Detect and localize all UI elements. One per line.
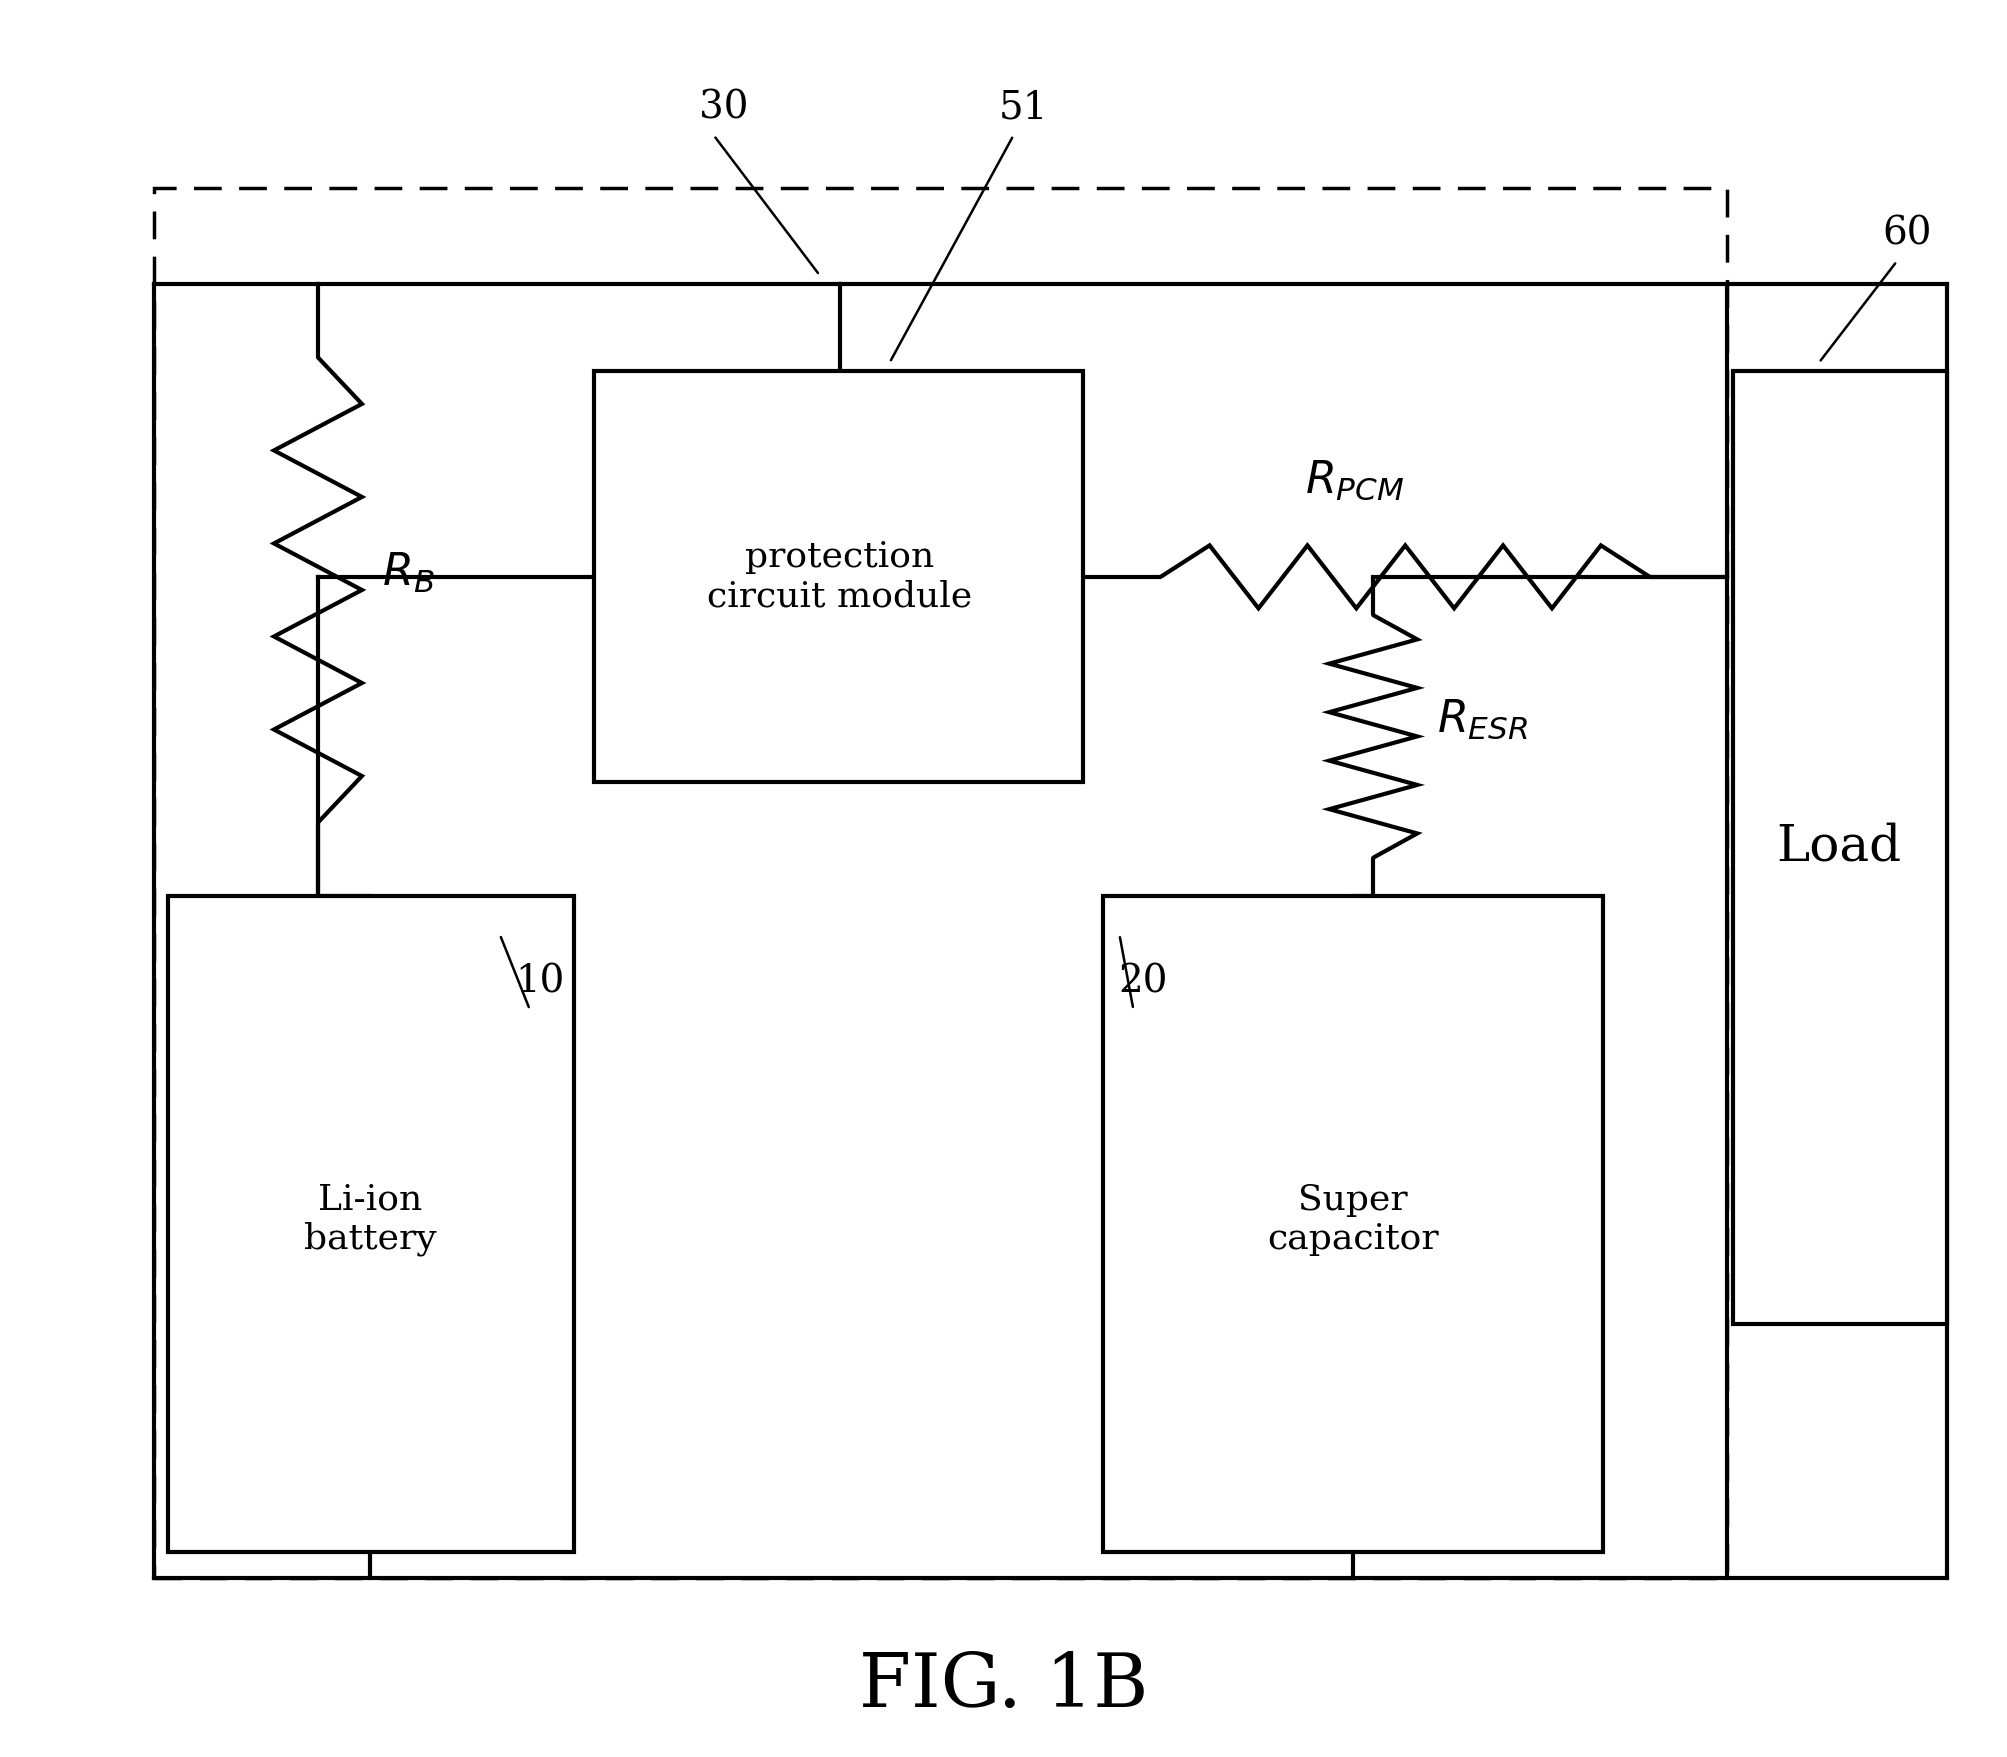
Text: Super
capacitor: Super capacitor [1268, 1182, 1439, 1256]
Text: 20: 20 [1118, 965, 1168, 1001]
Bar [1732, 371, 1947, 1325]
Text: 10: 10 [516, 965, 564, 1001]
Text: Li-ion
battery: Li-ion battery [303, 1182, 436, 1256]
Bar [169, 896, 574, 1551]
Bar [1104, 896, 1604, 1551]
Text: Load: Load [1776, 822, 1901, 871]
Text: 30: 30 [698, 90, 749, 127]
Text: $\it{R}$$_{\it{B}}$: $\it{R}$$_{\it{B}}$ [381, 550, 436, 594]
Text: $\it{R}_{\it{ESR}}$: $\it{R}_{\it{ESR}}$ [1437, 698, 1527, 741]
Text: 60: 60 [1883, 216, 1931, 253]
Bar [594, 371, 1084, 782]
Text: FIG. 1B: FIG. 1B [859, 1650, 1148, 1724]
Bar [155, 188, 1726, 1578]
Text: 51: 51 [999, 90, 1048, 127]
Text: protection
circuit module: protection circuit module [706, 539, 971, 613]
Text: $\it{R}_{\it{PCM}}$: $\it{R}_{\it{PCM}}$ [1305, 459, 1405, 503]
